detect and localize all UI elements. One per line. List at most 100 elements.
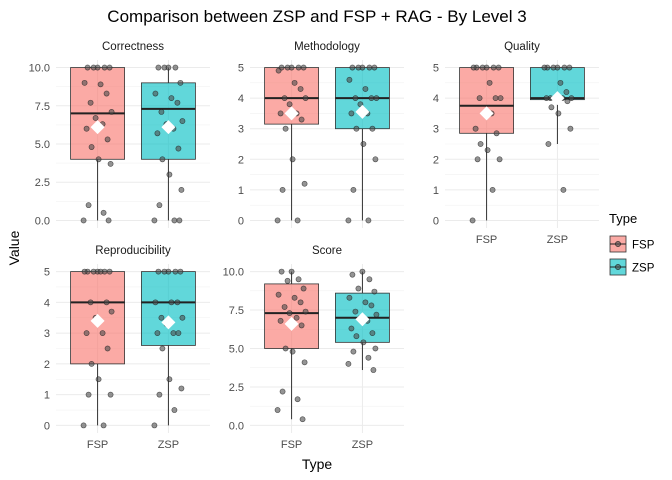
data-point-fsp	[97, 268, 104, 275]
data-point-zsp	[355, 64, 362, 71]
data-point-fsp	[95, 156, 102, 163]
y-tick-label: 4	[238, 93, 244, 105]
data-point-zsp	[161, 268, 168, 275]
data-point-fsp	[83, 330, 90, 337]
data-point-zsp	[357, 101, 364, 108]
y-tick-label: 2.5	[35, 177, 50, 189]
data-point-zsp	[156, 391, 163, 398]
data-point-zsp	[158, 108, 165, 115]
panel-title-methodology: Methodology	[294, 41, 360, 53]
data-point-zsp	[151, 422, 158, 429]
data-point-zsp	[349, 64, 356, 71]
x-tick-label: ZSP	[547, 234, 568, 246]
x-tick-label: FSP	[476, 234, 497, 246]
data-point-zsp	[567, 125, 574, 132]
data-point-zsp	[177, 268, 184, 275]
data-point-zsp	[360, 339, 367, 346]
data-point-fsp	[286, 310, 293, 317]
data-point-zsp	[154, 330, 161, 337]
data-point-fsp	[277, 110, 284, 117]
legend-label-zsp: ZSP	[632, 263, 655, 275]
data-point-fsp	[284, 277, 291, 284]
data-point-fsp	[105, 217, 112, 224]
data-point-zsp	[368, 302, 375, 309]
box-fsp	[459, 67, 514, 134]
y-tick-label: 0	[44, 420, 50, 432]
data-point-zsp	[550, 64, 557, 71]
data-point-fsp	[293, 314, 300, 321]
data-point-zsp	[174, 99, 181, 106]
data-point-zsp	[352, 308, 359, 315]
data-point-zsp	[353, 333, 360, 340]
data-point-fsp	[302, 308, 309, 315]
data-point-zsp	[541, 64, 548, 71]
mean-marker-zsp	[550, 91, 565, 106]
data-point-fsp	[279, 186, 286, 193]
data-point-zsp	[175, 330, 182, 337]
panel-correctness: Correctness 0.0 2.5 5.0 7.5 10.0	[29, 41, 210, 228]
y-tick-label: 5.0	[229, 344, 244, 356]
data-point-fsp	[107, 391, 114, 398]
y-tick-label: 2	[238, 154, 244, 166]
data-point-fsp	[282, 125, 289, 132]
data-point-zsp	[151, 217, 158, 224]
data-point-fsp	[92, 115, 99, 121]
data-point-fsp	[294, 217, 301, 224]
data-point-zsp	[179, 118, 186, 124]
data-point-fsp	[90, 268, 97, 275]
data-point-zsp	[156, 202, 163, 209]
data-point-zsp	[371, 288, 378, 295]
data-point-zsp	[174, 299, 181, 306]
y-tick-label: 4	[44, 297, 50, 309]
data-point-fsp	[470, 64, 477, 71]
data-point-zsp	[370, 367, 377, 373]
data-point-fsp	[472, 125, 479, 132]
data-point-fsp	[294, 396, 301, 403]
data-point-fsp	[291, 294, 298, 301]
data-point-zsp	[348, 325, 355, 332]
data-point-zsp	[346, 294, 353, 301]
data-point-fsp	[300, 285, 307, 292]
y-tick-label: 1	[44, 390, 50, 402]
data-point-fsp	[279, 388, 286, 395]
data-point-fsp	[479, 64, 486, 71]
data-point-fsp	[84, 64, 91, 71]
data-point-fsp	[106, 64, 113, 71]
data-point-zsp	[175, 145, 182, 152]
data-point-zsp	[561, 64, 568, 71]
data-point-zsp	[159, 345, 166, 352]
mean-marker-zsp	[355, 104, 370, 119]
panel-methodology: Methodology 0 1 2 3 4 5	[238, 41, 404, 228]
data-point-fsp	[489, 186, 496, 193]
data-point-fsp	[104, 136, 111, 143]
data-point-fsp	[103, 90, 110, 97]
y-tick-label: 5	[238, 63, 244, 75]
data-point-zsp	[543, 95, 550, 102]
data-point-zsp	[373, 311, 380, 318]
legend-key-zsp	[609, 258, 627, 276]
data-point-zsp	[368, 95, 375, 102]
data-point-zsp	[557, 79, 564, 86]
data-point-fsp	[286, 101, 293, 108]
data-point-zsp	[373, 95, 380, 102]
y-tick-label: 1	[433, 185, 439, 197]
data-point-fsp	[95, 376, 102, 383]
data-point-zsp	[178, 186, 185, 193]
data-point-zsp	[366, 64, 373, 71]
y-tick-label: 2.5	[229, 382, 244, 394]
y-tick-label: 3	[44, 328, 50, 340]
data-point-zsp	[350, 348, 357, 355]
data-point-fsp	[100, 209, 107, 216]
data-point-fsp	[108, 308, 115, 315]
data-point-zsp	[179, 314, 186, 321]
data-point-fsp	[301, 359, 308, 366]
data-point-fsp	[81, 268, 88, 275]
y-tick-label: 1	[238, 185, 244, 197]
data-point-fsp	[477, 141, 484, 147]
data-point-zsp	[178, 385, 185, 392]
y-tick-label: 0	[238, 215, 244, 227]
data-point-zsp	[346, 76, 353, 83]
y-tick-label: 5	[44, 267, 50, 279]
data-point-fsp	[274, 217, 281, 224]
